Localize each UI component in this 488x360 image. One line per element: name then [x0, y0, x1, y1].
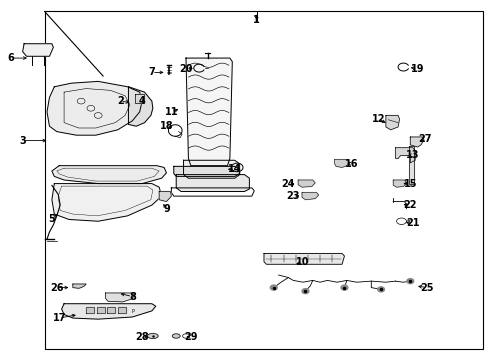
Text: 10: 10 — [296, 257, 309, 267]
Polygon shape — [105, 293, 135, 302]
Text: 6: 6 — [7, 53, 14, 63]
Polygon shape — [302, 193, 318, 200]
Text: 25: 25 — [420, 283, 433, 293]
Text: 4: 4 — [139, 96, 145, 106]
Text: 19: 19 — [410, 64, 424, 74]
Text: 3: 3 — [19, 136, 26, 145]
Polygon shape — [176, 175, 249, 192]
Text: 14: 14 — [227, 164, 241, 174]
Text: 17: 17 — [52, 313, 66, 323]
Polygon shape — [61, 304, 156, 319]
Polygon shape — [22, 44, 53, 56]
Polygon shape — [52, 166, 166, 184]
Text: 7: 7 — [148, 67, 155, 77]
Text: 13: 13 — [405, 150, 419, 160]
Text: 23: 23 — [286, 191, 300, 201]
Text: 22: 22 — [403, 200, 416, 210]
Text: 12: 12 — [371, 114, 385, 124]
Text: 21: 21 — [405, 218, 419, 228]
Polygon shape — [183, 160, 239, 178]
Circle shape — [270, 285, 277, 290]
Polygon shape — [73, 284, 86, 288]
Text: 18: 18 — [160, 121, 173, 131]
Polygon shape — [135, 94, 143, 103]
Text: P: P — [132, 309, 135, 314]
Ellipse shape — [172, 334, 180, 338]
Text: 29: 29 — [184, 332, 197, 342]
Circle shape — [406, 279, 413, 284]
Bar — [107, 307, 115, 314]
Polygon shape — [334, 159, 348, 167]
Polygon shape — [185, 58, 232, 166]
Bar — [118, 307, 126, 314]
Polygon shape — [298, 180, 315, 187]
Circle shape — [302, 289, 308, 294]
Text: 15: 15 — [403, 179, 416, 189]
Text: 20: 20 — [179, 64, 192, 74]
Circle shape — [377, 287, 384, 292]
Polygon shape — [128, 87, 153, 126]
Text: 8: 8 — [129, 292, 136, 302]
Text: 16: 16 — [345, 159, 358, 169]
Polygon shape — [173, 166, 239, 176]
Text: 2: 2 — [117, 96, 123, 106]
Polygon shape — [264, 253, 344, 264]
Polygon shape — [52, 184, 161, 221]
Polygon shape — [159, 192, 171, 202]
Text: 9: 9 — [163, 204, 169, 214]
Polygon shape — [385, 116, 399, 130]
Polygon shape — [392, 180, 406, 187]
Text: 24: 24 — [281, 179, 295, 189]
Polygon shape — [408, 146, 413, 184]
Bar — [86, 307, 94, 314]
Circle shape — [340, 285, 347, 290]
Text: 11: 11 — [164, 107, 178, 117]
Polygon shape — [395, 148, 414, 163]
Text: 1: 1 — [253, 15, 260, 26]
Text: 26: 26 — [50, 283, 63, 293]
Text: 28: 28 — [135, 332, 149, 342]
Polygon shape — [409, 137, 423, 147]
Polygon shape — [47, 81, 142, 135]
Bar — [97, 307, 104, 314]
Text: 27: 27 — [417, 134, 431, 144]
Text: 5: 5 — [48, 215, 55, 224]
Ellipse shape — [147, 333, 158, 338]
